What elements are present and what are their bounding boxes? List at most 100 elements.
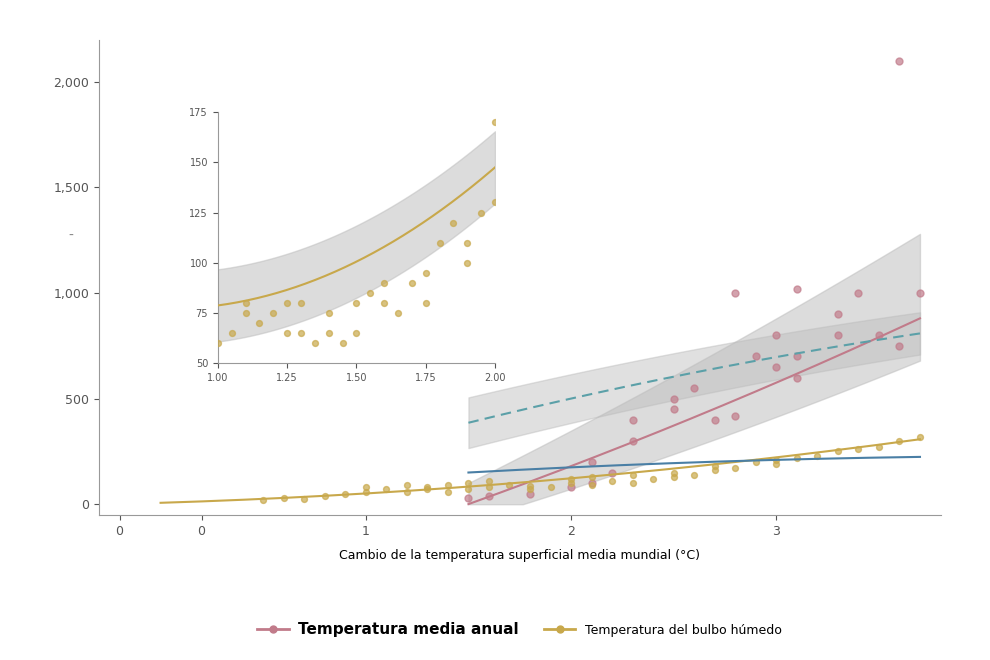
Point xyxy=(440,486,455,497)
Point xyxy=(563,478,579,488)
Point xyxy=(686,469,702,480)
X-axis label: Cambio de la temperatura superficial media mundial (°C): Cambio de la temperatura superficial med… xyxy=(340,548,700,562)
Point xyxy=(460,492,476,503)
Point xyxy=(459,257,475,268)
Point xyxy=(522,484,538,495)
Point xyxy=(830,309,845,319)
Point xyxy=(432,238,447,248)
Point xyxy=(892,55,908,66)
Point xyxy=(420,482,436,492)
Point xyxy=(747,457,763,467)
Point xyxy=(768,362,784,372)
Point xyxy=(789,351,805,362)
Point xyxy=(665,471,681,482)
Point xyxy=(625,414,641,425)
Point xyxy=(768,330,784,341)
Point xyxy=(276,492,292,503)
Point xyxy=(625,436,641,446)
Point xyxy=(522,488,538,499)
Point xyxy=(584,478,600,488)
Point xyxy=(460,478,476,488)
Point xyxy=(502,480,518,490)
Point xyxy=(348,298,364,308)
Point xyxy=(399,486,415,497)
Point xyxy=(728,288,743,298)
Point xyxy=(293,327,309,338)
Point xyxy=(789,372,805,383)
Point xyxy=(376,298,392,308)
Point xyxy=(871,442,887,453)
Point xyxy=(238,298,253,308)
Point xyxy=(563,482,579,492)
Point xyxy=(321,308,337,318)
Point xyxy=(481,482,497,492)
Point xyxy=(348,327,364,338)
Point xyxy=(665,404,681,414)
Point xyxy=(850,444,866,455)
Point xyxy=(707,461,723,471)
Point xyxy=(399,480,415,490)
Point xyxy=(279,327,295,338)
Point xyxy=(358,482,374,492)
Text: -: - xyxy=(68,229,73,244)
Point xyxy=(481,490,497,501)
Point xyxy=(293,298,309,308)
Point xyxy=(645,474,661,484)
Point xyxy=(625,469,641,480)
Point xyxy=(604,476,620,486)
Point xyxy=(307,338,323,348)
Point xyxy=(358,486,374,497)
Point xyxy=(830,446,845,457)
Point xyxy=(418,267,434,278)
Point xyxy=(238,308,253,318)
Point xyxy=(522,481,538,492)
Point xyxy=(563,474,579,484)
Point xyxy=(584,457,600,467)
Point xyxy=(296,494,312,504)
Point xyxy=(707,465,723,476)
Point xyxy=(487,197,503,208)
Point xyxy=(378,484,394,495)
Point xyxy=(487,117,503,127)
Point xyxy=(912,432,928,442)
Point xyxy=(543,482,558,492)
Point xyxy=(210,338,226,348)
Point xyxy=(473,207,489,218)
Point xyxy=(789,453,805,463)
Point xyxy=(768,459,784,469)
Point xyxy=(224,327,240,338)
Point xyxy=(460,484,476,495)
Point xyxy=(279,298,295,308)
Point xyxy=(728,463,743,474)
Point xyxy=(665,393,681,404)
Point xyxy=(362,288,378,298)
Point xyxy=(912,288,928,298)
Point xyxy=(390,308,406,318)
Point xyxy=(584,471,600,482)
Point xyxy=(810,450,826,461)
Point xyxy=(789,284,805,294)
Point xyxy=(338,488,353,499)
Point xyxy=(404,277,420,288)
Point xyxy=(665,467,681,478)
Point xyxy=(850,288,866,298)
Point xyxy=(768,455,784,465)
Point xyxy=(335,338,350,348)
Point xyxy=(251,317,267,328)
Point xyxy=(376,277,392,288)
Point xyxy=(686,383,702,393)
Point xyxy=(418,298,434,308)
Point xyxy=(830,330,845,341)
Point xyxy=(584,480,600,490)
Point xyxy=(317,490,333,501)
Point xyxy=(892,436,908,446)
Point xyxy=(446,217,461,228)
Point xyxy=(440,480,455,490)
Point xyxy=(255,495,271,506)
Point xyxy=(459,238,475,248)
Point xyxy=(420,484,436,495)
Point xyxy=(321,327,337,338)
Point xyxy=(625,478,641,488)
Point xyxy=(747,351,763,362)
Point xyxy=(871,330,887,341)
